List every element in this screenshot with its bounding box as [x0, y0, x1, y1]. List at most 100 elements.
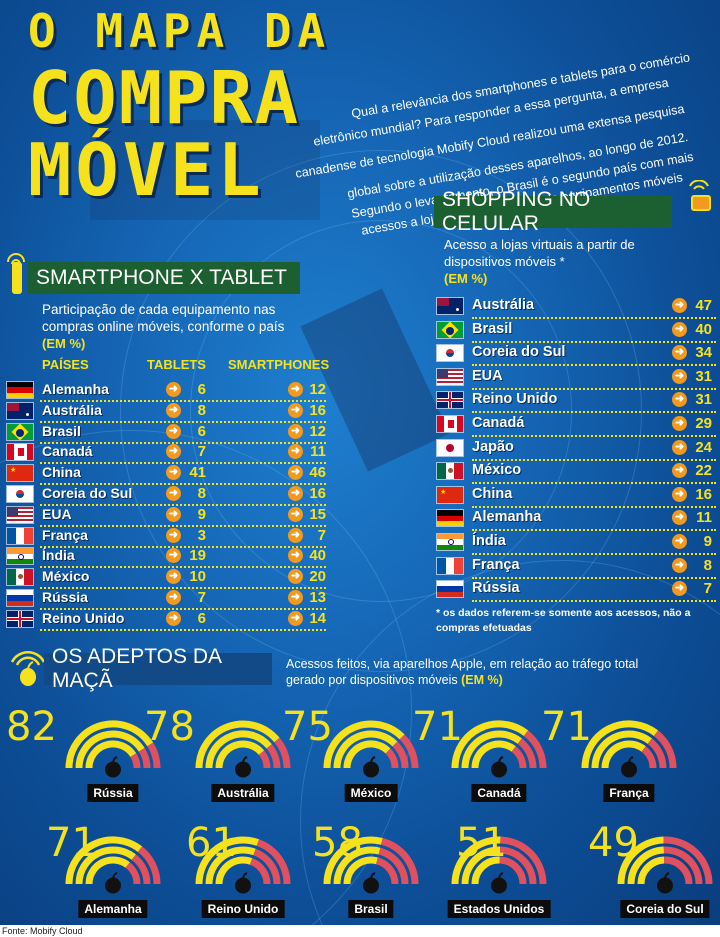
gauge-arcs: [195, 836, 291, 885]
apple-gauge: Alemanha: [58, 822, 168, 922]
country-name: Canadá: [472, 415, 525, 431]
country-name: China: [42, 464, 81, 481]
country-name: Canadá: [42, 443, 93, 460]
gauge-country-label: México: [344, 784, 398, 802]
table-row: ★ China ➜ 41 ➜ 46: [6, 462, 328, 484]
shopping-unit: (EM %): [444, 271, 488, 286]
row-divider: [40, 628, 326, 631]
arrow-icon: ➜: [288, 610, 303, 626]
gauge-country-label: Rússia: [87, 784, 139, 802]
country-name: Reino Unido: [472, 391, 558, 408]
title-line-2: COMPRA: [28, 56, 301, 140]
smartphones-value: 40: [309, 547, 326, 565]
apple-gauge: Rússia: [58, 706, 168, 806]
background-map: [90, 120, 320, 220]
smartphone-tablet-subtitle-2: compras online móveis, conforme o país: [42, 319, 285, 334]
list-item: Reino Unido ➜ 31: [436, 389, 716, 411]
arrow-icon: ➜: [288, 548, 303, 564]
shopping-heading-banner: SHOPPING NO CELULAR: [434, 188, 684, 235]
table-row: EUA ➜ 9 ➜ 15: [6, 504, 328, 526]
shopping-heading: SHOPPING NO CELULAR: [442, 188, 591, 235]
access-value: 34: [695, 344, 712, 362]
apple-gauge: México: [316, 706, 426, 806]
gauge-country-label: Estados Unidos: [447, 900, 551, 918]
access-value: 7: [703, 580, 712, 598]
gauge-arcs: [451, 720, 547, 769]
table-row: México ➜ 10 ➜ 20: [6, 566, 328, 588]
tablets-value: 6: [197, 422, 206, 440]
country-name: Rússia: [42, 589, 88, 605]
gauge-country-label: Brasil: [348, 900, 394, 918]
access-value: 47: [695, 297, 712, 314]
yellow-tab-icon: [12, 262, 22, 294]
apple-logo-icon: [363, 756, 379, 778]
smartphones-value: 46: [309, 464, 326, 482]
gauge-country-label: Austrália: [211, 784, 275, 802]
apple-logo-icon: [657, 872, 673, 894]
intro-paragraph: Qual a relevância dos smartphones e tabl…: [0, 0, 720, 237]
smartphones-value: 12: [309, 422, 326, 440]
row-divider: [472, 529, 716, 532]
country-name: Alemanha: [42, 381, 109, 397]
flag-icon: [436, 533, 464, 551]
table-row: Canadá ➜ 7 ➜ 11: [6, 441, 328, 463]
smartphone-tablet-subtitle-1: Participação de cada equipamento nas: [42, 302, 276, 317]
arrow-icon: ➜: [288, 527, 303, 543]
row-divider: [472, 411, 716, 414]
country-name: Austrália: [42, 401, 102, 418]
smartphones-value: 12: [309, 381, 326, 398]
list-item: Austrália ➜ 47: [436, 295, 716, 317]
country-name: Coreia do Sul: [42, 485, 133, 501]
flag-icon: [6, 568, 34, 587]
list-item: EUA ➜ 31: [436, 366, 716, 388]
row-divider: [40, 400, 326, 402]
list-item: Japão ➜ 24: [436, 437, 716, 459]
apple-subtitle-1: Acessos feitos, via aparelhos Apple, em …: [286, 657, 639, 671]
apple-gauge: Reino Unido: [188, 822, 298, 922]
country-name: Brasil: [472, 320, 513, 337]
table-row: Austrália ➜ 8 ➜ 16: [6, 400, 328, 422]
arrow-icon: ➜: [288, 402, 303, 418]
gauge-value: 51: [456, 820, 507, 866]
country-name: Reino Unido: [42, 609, 125, 626]
list-item: Índia ➜ 9: [436, 531, 716, 553]
country-name: Rússia: [472, 580, 520, 597]
list-item: França ➜ 8: [436, 555, 716, 577]
row-divider: [472, 458, 716, 461]
access-value: 22: [695, 462, 712, 480]
arrow-icon: ➜: [166, 444, 181, 460]
arrow-icon: ➜: [166, 527, 181, 543]
smartphone-tablet-unit: (EM %): [42, 336, 86, 351]
smartphones-value: 14: [309, 609, 326, 627]
arrow-icon: ➜: [288, 506, 303, 522]
apple-gauge: Brasil: [316, 822, 426, 922]
row-divider: [472, 553, 716, 555]
access-value: 11: [696, 509, 712, 527]
arrow-icon: ➜: [672, 321, 687, 337]
access-value: 31: [695, 367, 712, 385]
flag-icon: [436, 297, 464, 315]
country-name: Coreia do Sul: [472, 344, 566, 361]
flag-icon: [436, 556, 464, 575]
apple-logo-icon: [235, 872, 251, 894]
arrow-icon: ➜: [672, 416, 687, 431]
flag-icon: [6, 609, 34, 628]
apple-wifi-icon: [8, 650, 48, 690]
gauge-arcs: [65, 720, 161, 769]
row-divider: [40, 420, 326, 423]
country-name: Índia: [42, 547, 75, 564]
row-divider: [472, 600, 716, 603]
tablets-value: 8: [197, 485, 206, 502]
apple-logo-icon: [105, 872, 121, 894]
gauge-arcs: [323, 836, 419, 885]
gauge-value: 49: [588, 820, 639, 866]
arrow-icon: ➜: [672, 581, 687, 597]
apple-gauge: França: [574, 706, 684, 806]
arrow-icon: ➜: [166, 402, 181, 418]
tablets-value: 6: [197, 609, 206, 627]
shopping-subtitle-2: dispositivos móveis *: [444, 254, 565, 269]
flag-icon: [436, 320, 464, 339]
row-divider: [472, 576, 716, 579]
gauge-arcs: [323, 720, 419, 769]
